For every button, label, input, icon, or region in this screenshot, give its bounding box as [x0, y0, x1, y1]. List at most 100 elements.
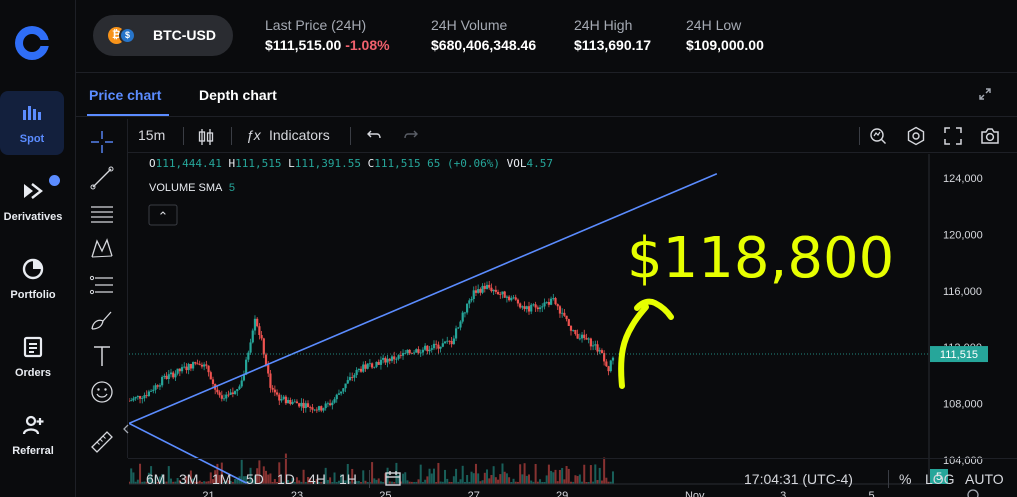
candle-body	[337, 393, 341, 395]
candle-body	[370, 363, 374, 368]
text-icon[interactable]	[89, 343, 115, 369]
volume-bar	[158, 476, 161, 484]
tab-depth-chart[interactable]: Depth chart	[199, 87, 277, 103]
legend-o-value: 111,444.41	[156, 157, 222, 170]
candle-body	[594, 344, 597, 346]
auto-toggle[interactable]: AUTO	[965, 471, 1004, 487]
volume-bar	[450, 482, 453, 484]
candle-body	[516, 299, 520, 304]
volume-bar	[256, 468, 259, 484]
x-tick-label: 27	[468, 490, 480, 497]
emoji-icon[interactable]	[89, 379, 115, 405]
nav-item-derivatives[interactable]: Derivatives	[0, 169, 66, 233]
candle-body	[505, 296, 509, 298]
redo-icon[interactable]	[403, 128, 419, 144]
legend-c-value: 111,515 65 (+0.06%)	[374, 157, 500, 170]
nav-label-derivatives: Derivatives	[3, 211, 63, 223]
stat-high: 24H High $113,690.17	[574, 17, 651, 53]
candle-body	[375, 361, 378, 367]
brush-icon[interactable]	[89, 307, 115, 333]
nav-item-portfolio[interactable]: Portfolio	[0, 247, 66, 311]
fullscreen-icon[interactable]	[944, 127, 962, 145]
candle-body	[481, 285, 484, 293]
drawing-toolbar	[76, 119, 130, 458]
bars-chart-icon	[23, 106, 41, 120]
collapse-drawbar-icon[interactable]	[122, 424, 130, 434]
nav-item-orders[interactable]: Orders	[0, 325, 66, 389]
compare-search-icon[interactable]	[869, 127, 887, 145]
volume-bar	[253, 475, 256, 484]
nav-item-spot[interactable]: Spot	[0, 91, 64, 155]
range-1m[interactable]: 1M	[212, 471, 232, 487]
candle-body	[225, 394, 228, 399]
expand-icon[interactable]	[978, 87, 992, 101]
candle-body	[176, 368, 179, 374]
volume-bar	[216, 463, 219, 484]
candle-body	[554, 298, 557, 305]
candle-body	[574, 329, 577, 334]
candle-body	[532, 304, 535, 306]
undo-icon[interactable]	[366, 128, 382, 144]
candle-body	[346, 380, 349, 384]
percent-toggle[interactable]: %	[899, 471, 912, 487]
volume-bar	[503, 471, 506, 484]
volume-bar	[569, 481, 572, 484]
ruler-icon[interactable]	[89, 429, 115, 455]
candle-body	[136, 396, 139, 398]
volume-bar	[329, 477, 332, 484]
pattern-icon[interactable]	[89, 236, 115, 262]
candle-body	[415, 349, 418, 353]
candle-body	[490, 287, 493, 292]
fx-icon[interactable]: ƒx	[246, 127, 261, 143]
horizontal-lines-icon[interactable]	[89, 200, 115, 226]
volume-bar	[203, 481, 206, 484]
volume-bar	[289, 481, 292, 484]
candle-body	[406, 349, 409, 353]
camera-icon[interactable]	[980, 127, 1000, 145]
candle-body	[260, 335, 263, 339]
legend-collapse-button[interactable]	[148, 204, 178, 226]
tab-price-chart[interactable]: Price chart	[89, 87, 162, 103]
volume-bar	[362, 470, 365, 484]
interval-select[interactable]: 15m	[138, 127, 166, 143]
volume-bar	[558, 469, 561, 484]
range-1h[interactable]: 1H	[339, 471, 357, 487]
volume-bar	[563, 479, 566, 484]
candle-body	[485, 284, 489, 289]
range-4h[interactable]: 4H	[308, 471, 326, 487]
clock-timezone[interactable]: 17:04:31 (UTC-4)	[744, 471, 853, 487]
volume-bar	[298, 480, 301, 484]
candle-body	[196, 363, 199, 365]
coinbase-logo-icon[interactable]	[15, 26, 49, 60]
candle-body	[302, 402, 305, 409]
trendline-icon[interactable]	[89, 165, 115, 191]
date-range-icon[interactable]	[384, 469, 402, 487]
candle-body	[549, 298, 553, 305]
stat-label: 24H Volume	[431, 17, 508, 33]
log-toggle[interactable]: LOG	[925, 471, 955, 487]
range-6m[interactable]: 6M	[146, 471, 166, 487]
fib-icon[interactable]	[89, 272, 115, 298]
volume-bar	[452, 476, 455, 484]
volume-bar	[397, 475, 400, 484]
crosshair-icon[interactable]	[89, 129, 115, 155]
divider	[183, 127, 184, 145]
indicators-button[interactable]: Indicators	[269, 127, 330, 143]
range-5d[interactable]: 5D	[246, 471, 264, 487]
candle-body	[304, 403, 307, 409]
volume-tag	[930, 469, 948, 484]
candle-body	[583, 334, 586, 339]
candle-body	[510, 298, 513, 301]
candle-type-icon[interactable]	[198, 128, 214, 146]
nav-item-referral[interactable]: Referral	[0, 403, 66, 467]
pair-selector[interactable]: ₿ $ BTC-USD	[93, 15, 233, 56]
volume-bar	[150, 466, 153, 484]
candle-body	[242, 374, 246, 381]
range-1d[interactable]: 1D	[277, 471, 295, 487]
range-3m[interactable]: 3M	[179, 471, 199, 487]
volume-bar	[348, 481, 351, 484]
volume-bar	[589, 465, 592, 484]
legend-vol-label: VOL	[507, 157, 527, 170]
price-chart[interactable]: 124,000120,000116,000112,000108,000104,0…	[129, 154, 1017, 497]
settings-icon[interactable]	[906, 126, 926, 146]
